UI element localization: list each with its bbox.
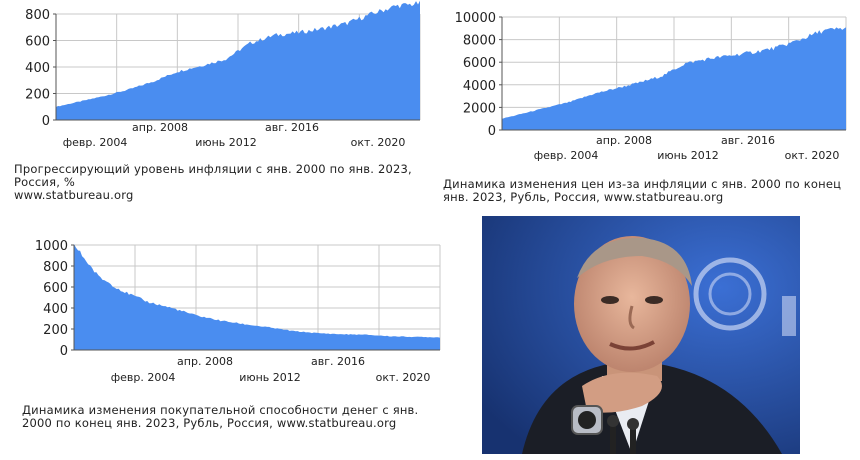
caption-line: Динамика изменения покупательной способн… bbox=[22, 403, 419, 417]
y-tick-label: 400 bbox=[25, 61, 50, 76]
y-tick-label: 800 bbox=[25, 8, 50, 23]
y-tick-label: 0 bbox=[42, 114, 50, 129]
caption-line: www.statbureau.org bbox=[14, 188, 134, 202]
x-tick-label-lower: февр. 2004 bbox=[111, 371, 176, 384]
y-tick-label: 200 bbox=[25, 88, 50, 103]
x-tick-label-lower: окт. 2020 bbox=[785, 149, 840, 162]
chart-inflation-level-svg: 0 200 400 600 800 апр. 2008 авг. 2016 февр. 200… bbox=[25, 0, 421, 149]
caption-price-dynamics: Динамика изменения цен из-за инфляции с … bbox=[443, 178, 841, 204]
x-tick-label-lower: июнь 2012 bbox=[239, 371, 301, 384]
y-tick-label: 4000 bbox=[463, 79, 496, 94]
x-tick-label-lower: февр. 2004 bbox=[534, 149, 599, 162]
caption-line: Динамика изменения цен из-за инфляции с … bbox=[443, 177, 842, 191]
x-tick-label-lower: февр. 2004 bbox=[63, 136, 128, 149]
y-tick-label: 10000 bbox=[455, 11, 496, 26]
y-tick-label: 0 bbox=[488, 124, 496, 139]
y-tick-label: 400 bbox=[43, 302, 68, 317]
caption-purchasing-power: Динамика изменения покупательной способн… bbox=[22, 404, 418, 430]
y-tick-label: 800 bbox=[43, 260, 68, 275]
series-area bbox=[56, 0, 420, 121]
x-tick-label-upper: авг. 2016 bbox=[265, 121, 319, 134]
series-area bbox=[502, 27, 846, 130]
x-tick-label-upper: авг. 2016 bbox=[721, 134, 775, 147]
x-tick-label-upper: апр. 2008 bbox=[132, 121, 188, 134]
caption-line: Прогрессирующий уровень инфляции с янв. … bbox=[14, 162, 412, 176]
chart-price-dynamics: 0 2000 4000 6000 8000 10000 апр. 2008 авг. 2016… bbox=[0, 0, 860, 170]
y-tick-label: 1000 bbox=[35, 239, 68, 254]
chart-purchasing-power: 0 200 400 600 800 1000 апр. 2008 авг. 2016 февр.… bbox=[0, 0, 460, 400]
chart-purchasing-power-svg: 0 200 400 600 800 1000 апр. 2008 авг. 2016 февр.… bbox=[35, 239, 441, 384]
x-tick-label-upper: апр. 2008 bbox=[177, 355, 233, 368]
chart-inflation-level: 0 200 400 600 800 апр. 2008 авг. 2016 февр. 200… bbox=[0, 0, 430, 150]
chart-price-dynamics-svg: 0 2000 4000 6000 8000 10000 апр. 2008 авг. 2016… bbox=[455, 11, 847, 162]
x-tick-label-lower: окт. 2020 bbox=[351, 136, 406, 149]
y-tick-label: 8000 bbox=[463, 34, 496, 49]
y-tick-label: 600 bbox=[25, 35, 50, 50]
x-tick-label-lower: окт. 2020 bbox=[376, 371, 431, 384]
y-tick-label: 200 bbox=[43, 323, 68, 338]
portrait-photo bbox=[482, 216, 800, 454]
y-tick-label: 0 bbox=[60, 344, 68, 359]
y-tick-label: 600 bbox=[43, 281, 68, 296]
series-area bbox=[74, 244, 440, 350]
caption-line: янв. 2023, Рубль, Россия, www.statbureau… bbox=[443, 190, 724, 204]
portrait-illustration bbox=[482, 216, 800, 454]
x-tick-label-lower: июнь 2012 bbox=[657, 149, 719, 162]
caption-line: Россия, % bbox=[14, 175, 76, 189]
x-tick-label-upper: апр. 2008 bbox=[596, 134, 652, 147]
x-tick-label-lower: июнь 2012 bbox=[195, 136, 257, 149]
caption-inflation-level: Прогрессирующий уровень инфляции с янв. … bbox=[14, 163, 412, 202]
y-tick-label: 6000 bbox=[463, 56, 496, 71]
x-tick-label-upper: авг. 2016 bbox=[311, 355, 365, 368]
y-tick-label: 2000 bbox=[463, 101, 496, 116]
caption-line: 2000 по конец янв. 2023, Рубль, Россия, … bbox=[22, 416, 397, 430]
